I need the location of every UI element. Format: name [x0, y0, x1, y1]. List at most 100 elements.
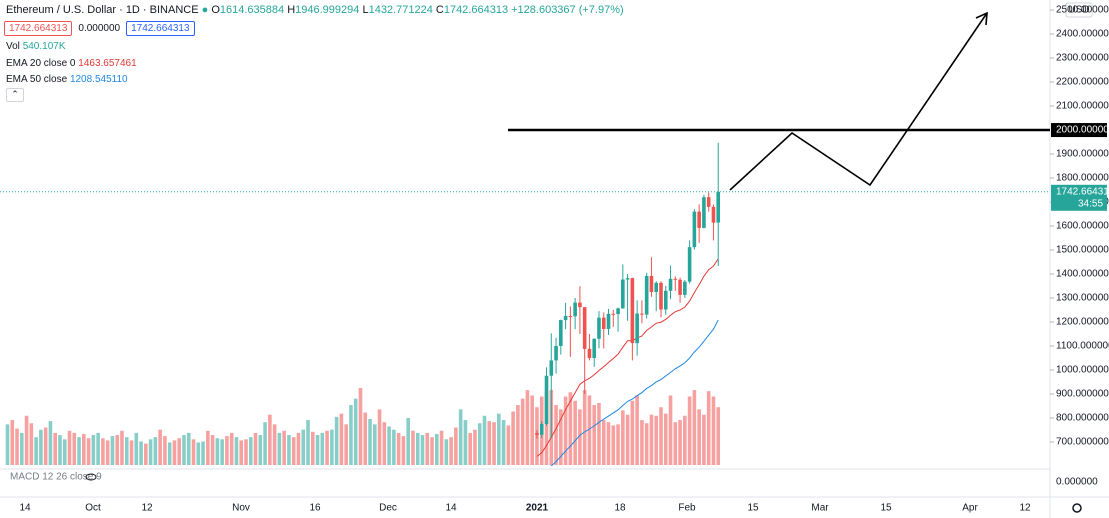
candle-body — [559, 320, 563, 346]
volume-bar — [477, 423, 482, 465]
volume-bar — [683, 415, 687, 465]
y-tick-label: 1000.000000 — [1056, 365, 1109, 376]
candle-body — [611, 313, 616, 315]
buy-button[interactable]: 1742.664313 — [126, 21, 195, 36]
volume-bar — [34, 437, 38, 465]
volume-bar — [563, 396, 568, 465]
ema-value: 1463.657461 — [78, 58, 137, 69]
volume-bar — [449, 437, 453, 465]
candle-body — [621, 279, 625, 309]
volume-bar — [625, 414, 630, 465]
volume-bar — [186, 432, 191, 465]
volume-bar — [268, 414, 272, 465]
volume-bar — [635, 395, 639, 465]
y-tick-label: 1100.000000 — [1056, 341, 1109, 352]
settings-icon[interactable] — [1072, 503, 1082, 513]
status-dot: ● — [201, 4, 209, 16]
x-tick-label: 14 — [445, 503, 457, 514]
y-tick-label: 2300.000000 — [1056, 53, 1109, 64]
candle-body — [606, 313, 611, 329]
volume-bar — [640, 420, 644, 465]
volume-bar — [86, 438, 91, 465]
volume-bar — [24, 415, 29, 465]
volume-bar — [234, 437, 239, 465]
candle-body — [563, 315, 568, 321]
collapse-button[interactable]: ⌃ — [6, 88, 24, 102]
volume-bar — [473, 429, 477, 465]
x-tick-label: 16 — [309, 503, 321, 514]
x-tick-label: 12 — [141, 503, 153, 514]
volume-bar — [578, 409, 582, 465]
candle-body — [659, 282, 663, 310]
volume-bar — [396, 432, 401, 465]
close-value: 1742.664313 — [443, 4, 509, 16]
ohlc-prefix: H — [287, 4, 296, 16]
volume-bar — [15, 428, 19, 465]
volume-bar — [339, 413, 344, 465]
ema-line — [536, 258, 719, 457]
volume-bar — [520, 398, 525, 465]
volume-bar — [110, 436, 115, 465]
volume-bar — [430, 437, 434, 465]
currency-box[interactable] — [1065, 2, 1093, 18]
volume-bar — [53, 432, 57, 465]
y-tick-label: 1600.000000 — [1056, 221, 1109, 232]
candle-body — [597, 317, 601, 339]
candle-body — [616, 308, 620, 315]
volume-bar — [368, 418, 372, 465]
volume-bar — [401, 436, 406, 465]
volume-bar — [258, 435, 263, 465]
ema50-legend: EMA 50 close 1208.545110 — [6, 74, 128, 85]
volume-bar — [196, 442, 201, 465]
candle-body — [697, 211, 701, 228]
volume-bar — [244, 439, 248, 465]
volume-bar — [435, 433, 439, 465]
x-tick-label: 14 — [19, 503, 31, 514]
high-value: 1946.999294 — [295, 4, 360, 16]
candle-body — [687, 247, 692, 282]
volume-bar — [334, 416, 339, 465]
volume-bar — [191, 439, 196, 465]
volume-bar — [668, 395, 673, 465]
sell-button[interactable]: 1742.664313 — [4, 21, 73, 36]
y-tick-label: 1300.000000 — [1056, 293, 1109, 304]
last-price-box — [1051, 184, 1107, 211]
volume-bar — [353, 398, 358, 465]
y-tick-label: 1800.000000 — [1056, 173, 1109, 184]
candle-body — [673, 278, 678, 280]
volume-bar — [511, 411, 515, 465]
volume-legend: Vol 540.107K — [6, 41, 66, 52]
volume-bar — [425, 432, 430, 465]
y-tick-label: 1400.000000 — [1056, 269, 1109, 280]
level-label: 2000.000000 — [1056, 125, 1109, 136]
volume-bar — [492, 422, 496, 465]
volume-bar — [587, 395, 592, 465]
spread: 0.000000 — [78, 23, 121, 34]
volume-bar — [349, 405, 353, 465]
volume-bar — [559, 409, 563, 465]
volume-bar — [573, 400, 577, 465]
symbol-title: Ethereum / U.S. Dollar · 1D · BINANCE — [6, 4, 199, 16]
candle-body — [683, 281, 687, 295]
volume-bar — [153, 437, 158, 465]
volume-bar — [673, 422, 678, 465]
volume-bar — [606, 422, 611, 465]
candle-body — [573, 302, 577, 317]
eye-icon[interactable] — [85, 473, 97, 481]
volume-bar — [659, 407, 663, 465]
volume-bar — [711, 396, 716, 465]
volume-bar — [702, 414, 706, 465]
plot — [5, 142, 721, 466]
y-tick-label: 2200.000000 — [1056, 77, 1109, 88]
volume-bar — [406, 417, 410, 465]
change: +128.603367 (+7.97%) — [511, 4, 624, 16]
volume-bar — [134, 432, 139, 465]
candle-body — [649, 275, 654, 293]
volume-bar — [282, 430, 286, 465]
low-value: 1432.771224 — [368, 4, 433, 16]
ohlc-prefix: L — [362, 4, 369, 16]
volume-bar — [439, 430, 444, 465]
volume-bar — [139, 441, 143, 465]
volume-bar — [10, 420, 15, 465]
candle-body — [678, 279, 682, 295]
